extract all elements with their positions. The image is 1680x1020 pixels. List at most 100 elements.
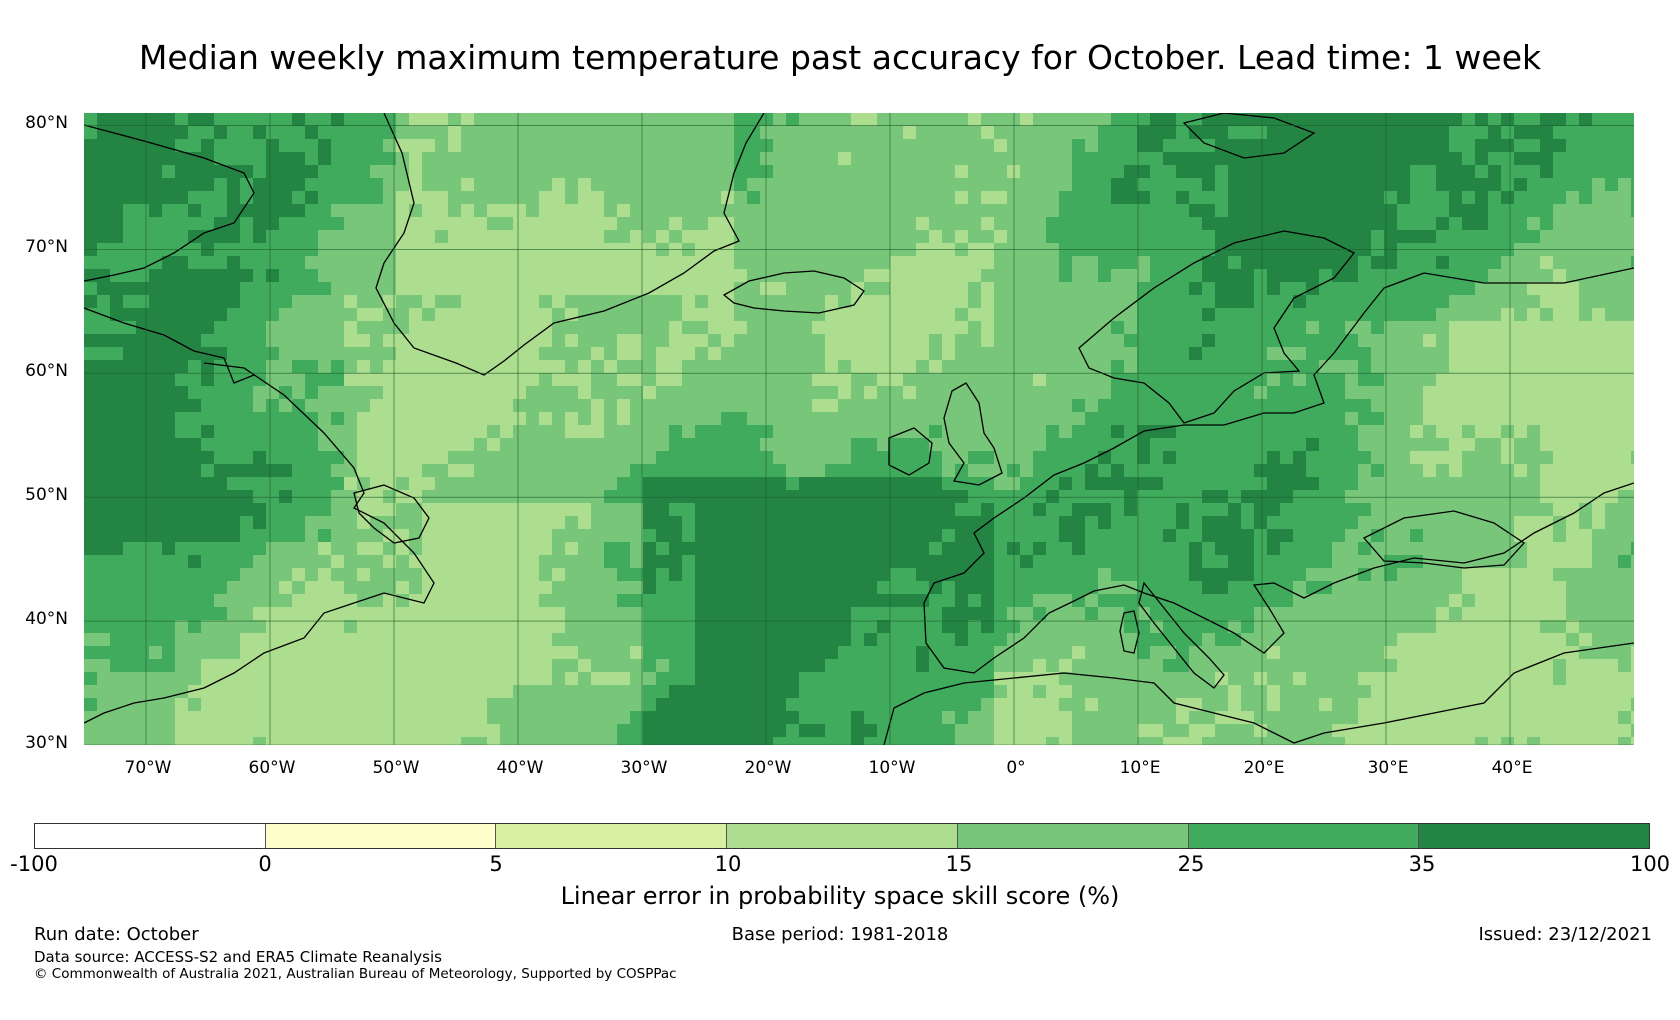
skill-cell bbox=[1566, 334, 1579, 347]
skill-cell bbox=[656, 152, 669, 165]
skill-cell bbox=[669, 295, 682, 308]
skill-cell bbox=[461, 165, 474, 178]
skill-cell bbox=[318, 646, 331, 659]
skill-cell bbox=[1423, 126, 1436, 139]
skill-cell bbox=[318, 516, 331, 529]
skill-cell bbox=[396, 685, 409, 698]
skill-cell bbox=[149, 113, 162, 126]
skill-cell bbox=[279, 568, 292, 581]
skill-cell bbox=[305, 256, 318, 269]
skill-cell bbox=[734, 230, 747, 243]
skill-cell bbox=[630, 308, 643, 321]
skill-cell bbox=[1280, 217, 1293, 230]
skill-cell bbox=[1371, 711, 1384, 724]
skill-cell bbox=[370, 451, 383, 464]
skill-cell bbox=[578, 698, 591, 711]
skill-cell bbox=[1527, 347, 1540, 360]
skill-cell bbox=[175, 451, 188, 464]
skill-cell bbox=[409, 724, 422, 737]
skill-cell bbox=[1072, 711, 1085, 724]
skill-cell bbox=[955, 334, 968, 347]
skill-cell bbox=[1163, 711, 1176, 724]
skill-cell bbox=[1345, 542, 1358, 555]
skill-cell bbox=[1241, 230, 1254, 243]
skill-cell bbox=[591, 659, 604, 672]
skill-cell bbox=[565, 191, 578, 204]
skill-cell bbox=[1124, 724, 1137, 737]
skill-cell bbox=[1033, 386, 1046, 399]
skill-cell bbox=[266, 659, 279, 672]
skill-cell bbox=[97, 334, 110, 347]
skill-cell bbox=[1332, 633, 1345, 646]
skill-cell bbox=[1254, 607, 1267, 620]
skill-cell bbox=[799, 503, 812, 516]
skill-cell bbox=[136, 425, 149, 438]
skill-cell bbox=[539, 425, 552, 438]
skill-cell bbox=[903, 490, 916, 503]
skill-cell bbox=[1384, 477, 1397, 490]
skill-cell bbox=[1176, 672, 1189, 685]
skill-cell bbox=[877, 568, 890, 581]
skill-cell bbox=[864, 191, 877, 204]
skill-cell bbox=[1150, 113, 1163, 126]
skill-cell bbox=[396, 334, 409, 347]
skill-cell bbox=[448, 594, 461, 607]
skill-cell bbox=[1358, 477, 1371, 490]
skill-cell bbox=[175, 321, 188, 334]
skill-cell bbox=[396, 607, 409, 620]
skill-cell bbox=[1371, 581, 1384, 594]
skill-cell bbox=[318, 555, 331, 568]
skill-cell bbox=[565, 282, 578, 295]
skill-cell bbox=[1046, 126, 1059, 139]
skill-cell bbox=[708, 542, 721, 555]
skill-cell bbox=[1319, 698, 1332, 711]
skill-cell bbox=[539, 646, 552, 659]
skill-cell bbox=[162, 178, 175, 191]
skill-cell bbox=[994, 698, 1007, 711]
skill-cell bbox=[721, 568, 734, 581]
skill-cell bbox=[383, 477, 396, 490]
skill-cell bbox=[1514, 269, 1527, 282]
skill-cell bbox=[747, 646, 760, 659]
skill-cell bbox=[1449, 711, 1462, 724]
skill-cell bbox=[1397, 607, 1410, 620]
skill-cell bbox=[1553, 321, 1566, 334]
skill-cell bbox=[162, 711, 175, 724]
skill-cell bbox=[1436, 139, 1449, 152]
skill-cell bbox=[786, 607, 799, 620]
skill-cell bbox=[1254, 672, 1267, 685]
skill-cell bbox=[1345, 152, 1358, 165]
skill-cell bbox=[1397, 529, 1410, 542]
skill-cell bbox=[552, 438, 565, 451]
skill-cell bbox=[396, 360, 409, 373]
skill-cell bbox=[1631, 464, 1634, 477]
skill-cell bbox=[981, 321, 994, 334]
skill-cell bbox=[279, 321, 292, 334]
skill-cell bbox=[422, 451, 435, 464]
skill-cell bbox=[110, 295, 123, 308]
skill-cell bbox=[240, 711, 253, 724]
skill-cell bbox=[1384, 386, 1397, 399]
skill-cell bbox=[578, 568, 591, 581]
skill-cell bbox=[214, 282, 227, 295]
skill-cell bbox=[1306, 724, 1319, 737]
skill-cell bbox=[370, 230, 383, 243]
skill-cell bbox=[942, 308, 955, 321]
skill-cell bbox=[474, 139, 487, 152]
skill-cell bbox=[1215, 568, 1228, 581]
skill-cell bbox=[1514, 620, 1527, 633]
skill-cell bbox=[396, 477, 409, 490]
skill-cell bbox=[903, 256, 916, 269]
skill-cell bbox=[1618, 451, 1631, 464]
skill-cell bbox=[864, 165, 877, 178]
skill-cell bbox=[409, 230, 422, 243]
skill-cell bbox=[331, 386, 344, 399]
skill-cell bbox=[877, 477, 890, 490]
lon-label: 60°W bbox=[248, 758, 296, 778]
skill-cell bbox=[175, 646, 188, 659]
skill-cell bbox=[461, 295, 474, 308]
skill-cell bbox=[1618, 646, 1631, 659]
skill-cell bbox=[240, 672, 253, 685]
skill-cell bbox=[864, 529, 877, 542]
skill-cell bbox=[1215, 217, 1228, 230]
